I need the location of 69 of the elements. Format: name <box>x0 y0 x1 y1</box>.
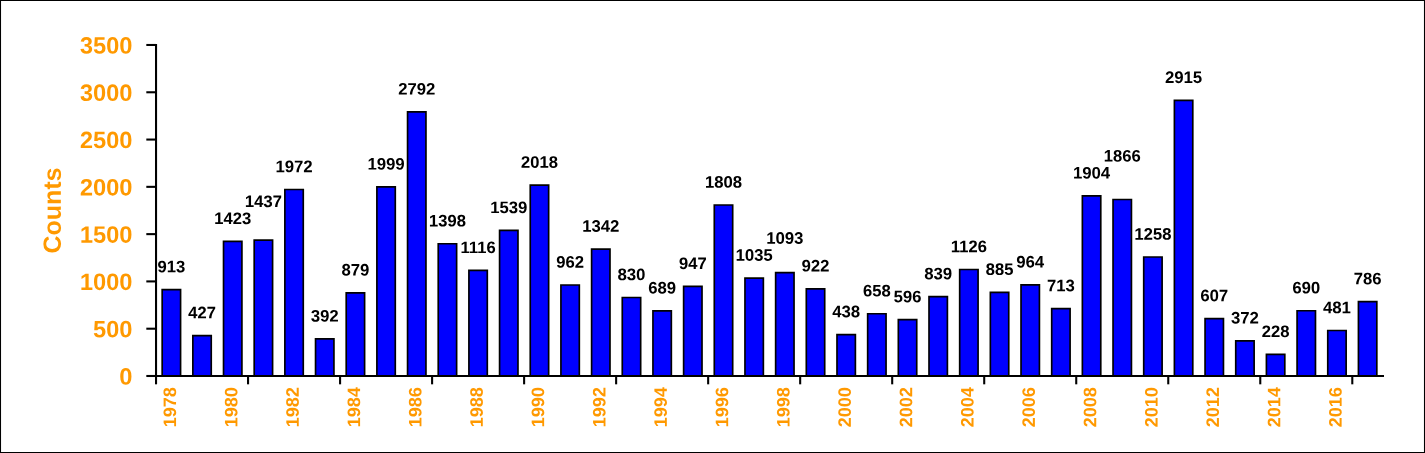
data-label: 427 <box>188 306 216 319</box>
data-label: 392 <box>311 309 338 322</box>
x-tick-label: 1994 <box>654 387 667 427</box>
y-tick-label: 500 <box>93 320 132 338</box>
data-label: 1093 <box>767 232 803 244</box>
y-tick-label: 1500 <box>81 226 132 243</box>
x-tick-label: 1996 <box>715 387 729 427</box>
x-tick-label: 2012 <box>1206 387 1220 427</box>
x-tick-label: 1984 <box>347 387 361 427</box>
x-tick-label: 2004 <box>960 387 974 427</box>
data-label: 372 <box>1231 311 1259 324</box>
data-label: 438 <box>832 305 860 318</box>
x-tick-label: 2016 <box>1329 387 1342 427</box>
data-label: 2018 <box>521 156 558 168</box>
data-label: 713 <box>1047 279 1075 292</box>
data-label: 607 <box>1200 289 1228 302</box>
x-tick-label: 2014 <box>1267 387 1281 427</box>
x-tick-label: 1988 <box>470 387 483 427</box>
data-label: 2792 <box>398 82 435 95</box>
data-label: 1437 <box>245 195 282 208</box>
data-label: 1999 <box>368 157 405 170</box>
x-tick-label: 1990 <box>531 387 545 427</box>
data-label: 922 <box>802 259 829 272</box>
y-tick-label: 0 <box>120 368 132 385</box>
data-label: 1126 <box>951 240 987 253</box>
data-label: 947 <box>679 257 706 270</box>
y-tick-label: 1000 <box>81 273 132 291</box>
data-label: 481 <box>1323 301 1351 314</box>
x-tick-label: 1986 <box>408 387 422 427</box>
data-label: 1808 <box>706 176 742 188</box>
x-tick-label: 2006 <box>1022 387 1036 427</box>
y-axis-title: Counts <box>43 168 62 253</box>
data-label: 1866 <box>1104 149 1141 162</box>
data-label: 1423 <box>215 212 251 225</box>
y-tick-label: 3000 <box>80 84 132 102</box>
y-tick-label: 2500 <box>80 131 132 149</box>
y-tick-label: 3500 <box>80 37 132 54</box>
x-tick-label: 1980 <box>224 387 238 427</box>
data-label: 1342 <box>583 220 619 232</box>
x-tick-label: 2000 <box>838 387 852 427</box>
x-tick-label: 1978 <box>163 387 177 427</box>
data-label: 1035 <box>736 249 773 261</box>
data-label: 913 <box>158 260 185 273</box>
data-label: 658 <box>863 284 891 297</box>
x-tick-label: 1992 <box>592 387 606 427</box>
data-label: 228 <box>1262 325 1289 338</box>
data-label: 1539 <box>491 201 527 214</box>
data-label: 830 <box>618 268 645 281</box>
x-tick-label: 2010 <box>1144 387 1158 427</box>
data-label: 964 <box>1016 255 1045 268</box>
x-tick-label: 1998 <box>776 387 790 427</box>
data-label: 879 <box>342 263 369 276</box>
data-label: 885 <box>986 263 1013 276</box>
data-label: 1904 <box>1074 166 1111 179</box>
x-tick-label: 2002 <box>899 387 913 427</box>
data-label: 1398 <box>429 214 466 227</box>
data-label: 690 <box>1292 281 1320 294</box>
data-label: 1972 <box>276 160 312 173</box>
data-label: 962 <box>556 256 584 268</box>
data-label: 839 <box>924 267 952 280</box>
x-tick-label: 1982 <box>286 387 299 427</box>
data-label: 596 <box>894 290 921 303</box>
x-tick-label: 2008 <box>1083 387 1097 427</box>
data-label: 689 <box>648 281 676 294</box>
data-label: 1258 <box>1135 228 1171 240</box>
data-label: 2915 <box>1165 71 1202 84</box>
data-label: 1116 <box>461 241 496 254</box>
data-label: 786 <box>1354 272 1381 285</box>
y-tick-label: 2000 <box>80 178 132 196</box>
